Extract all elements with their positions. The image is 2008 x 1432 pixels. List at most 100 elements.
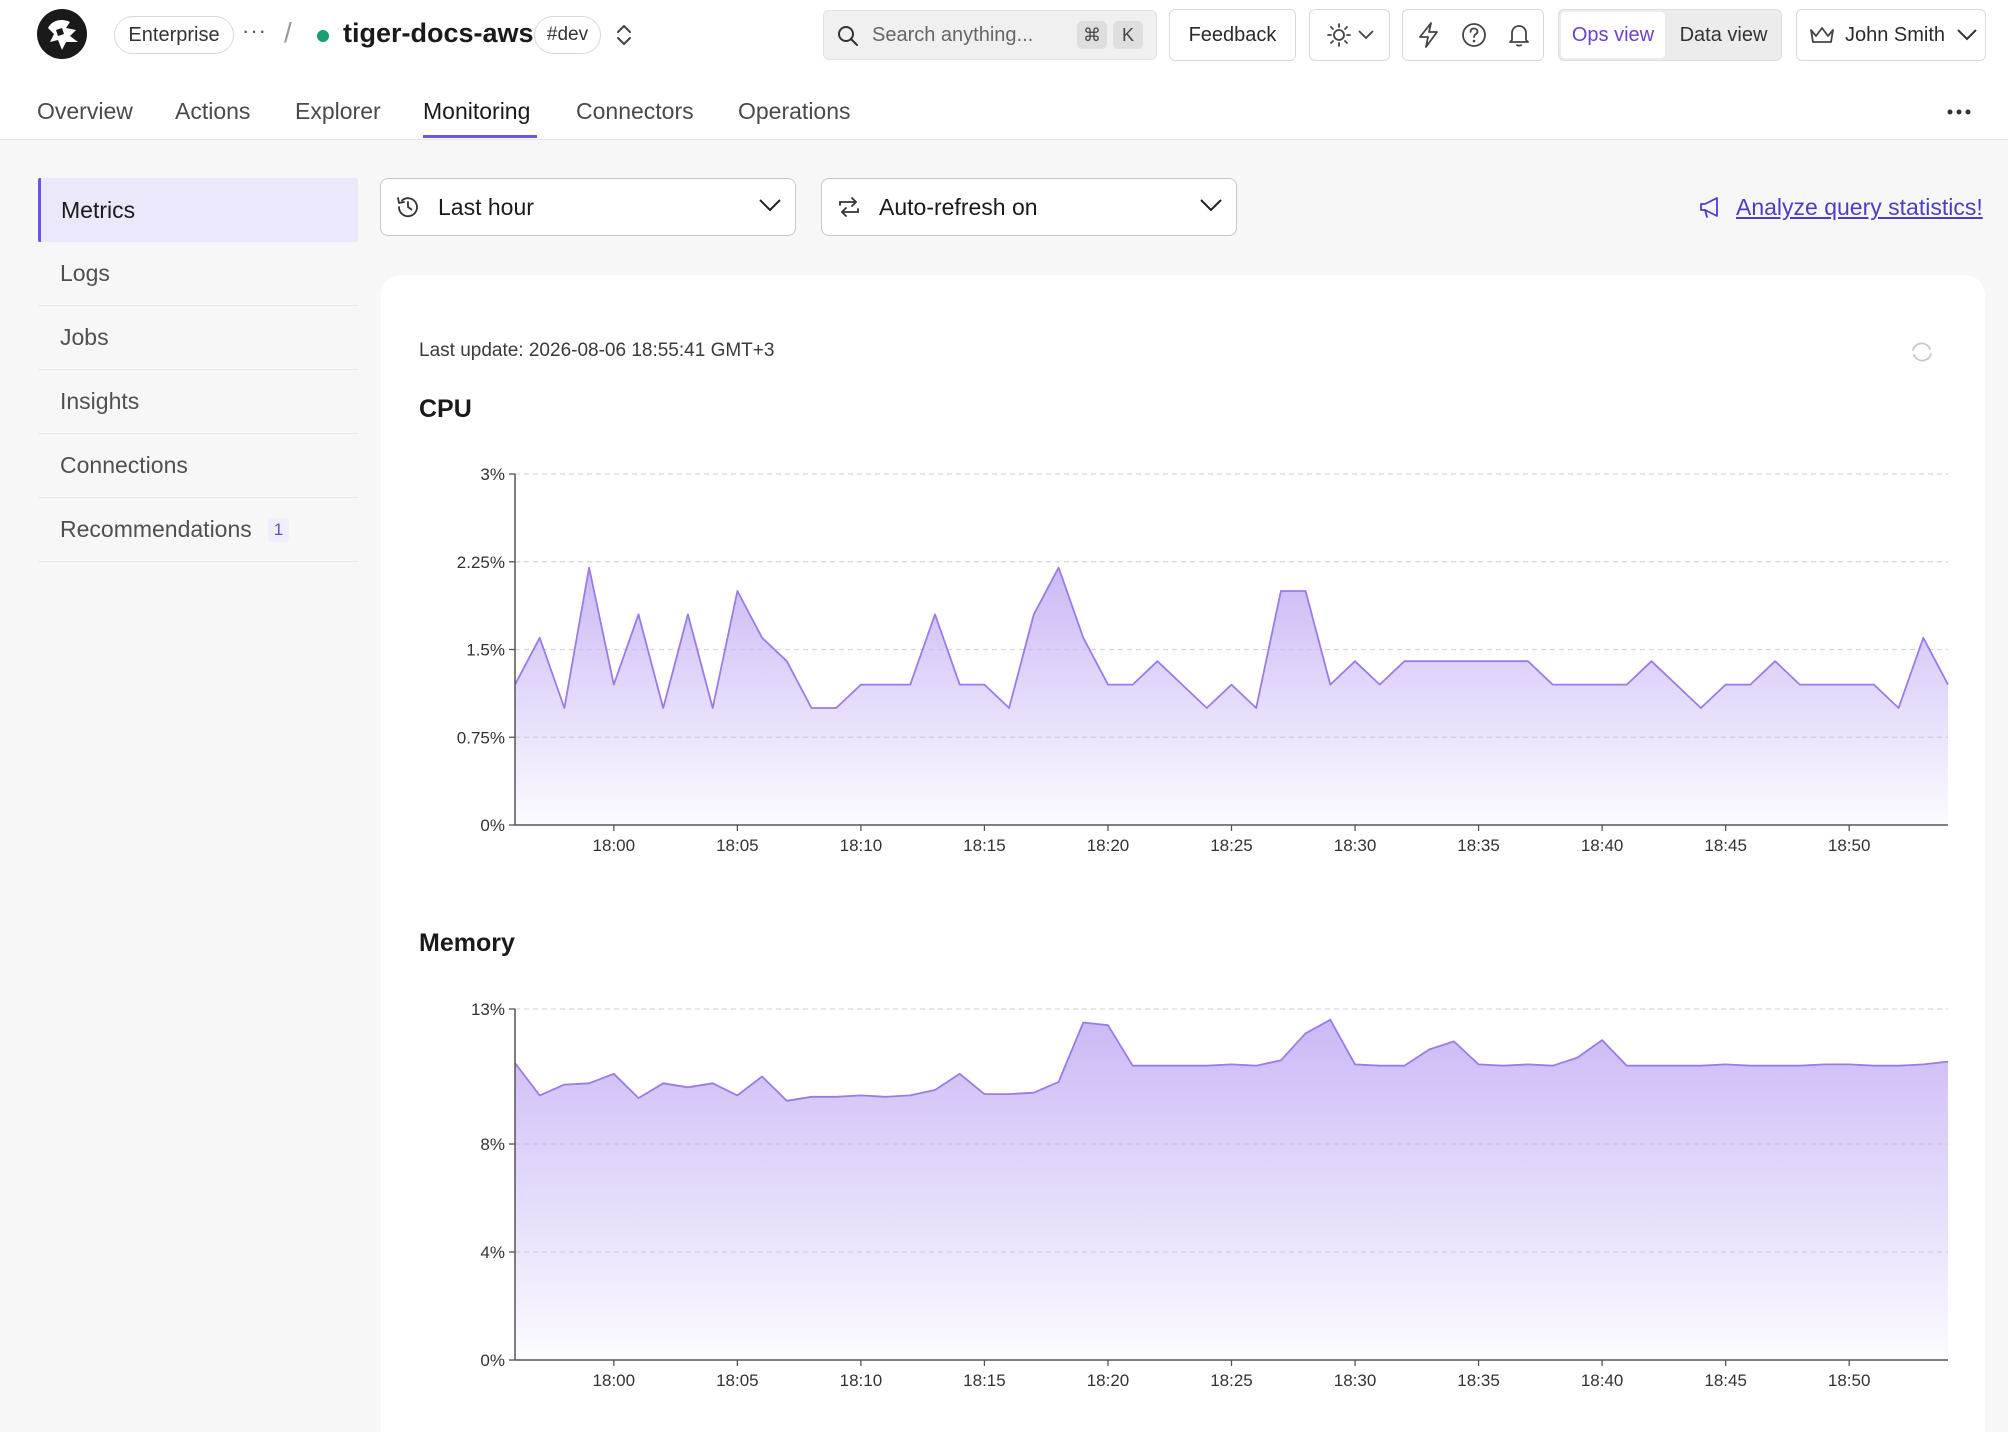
tab-explorer[interactable]: Explorer [295,98,381,124]
sidebar-item-connections[interactable]: Connections [38,434,358,498]
sidebar-item-label: Recommendations [60,516,252,542]
status-dot [317,30,329,42]
env-badge-label: #dev [546,24,589,45]
tabs-more-icon[interactable] [1946,100,1972,129]
quick-actions-group [1402,9,1544,61]
data-view-label: Data view [1679,23,1768,46]
feedback-label: Feedback [1188,23,1277,46]
auto-refresh-select[interactable]: Auto-refresh on [821,178,1237,236]
x-tick-label: 18:30 [1334,836,1377,855]
x-tick-label: 18:50 [1828,836,1871,855]
tab-connectors[interactable]: Connectors [576,98,694,124]
history-icon [394,193,422,221]
search-icon [836,24,860,48]
bell-icon[interactable] [1505,21,1533,49]
logo-icon[interactable] [36,8,88,60]
y-tick-label: 3% [480,465,505,484]
sidebar-item-label: Logs [60,260,110,286]
y-tick-label: 13% [471,1000,505,1019]
x-tick-label: 18:15 [963,836,1006,855]
service-switcher-icon[interactable] [612,20,636,50]
x-tick-label: 18:15 [963,1371,1006,1390]
chevron-down-icon [1357,30,1374,40]
more-menu-label: ··· [242,18,267,43]
sidebar-item-label: Insights [60,388,140,414]
x-tick-label: 18:10 [840,1371,883,1390]
y-tick-label: 4% [480,1243,505,1262]
cpu-chart-title: CPU [419,395,472,423]
sun-icon [1326,22,1352,48]
data-view-button[interactable]: Data view [1667,12,1780,58]
active-tab-indicator [423,135,537,138]
memory-chart-title: Memory [419,929,515,957]
more-menu-button[interactable]: ··· [242,18,267,44]
sidebar-item-label: Metrics [61,196,136,223]
y-tick-label: 0.75% [457,728,505,747]
x-tick-label: 18:05 [716,1371,759,1390]
x-tick-label: 18:40 [1581,836,1624,855]
x-tick-label: 18:45 [1704,1371,1747,1390]
sidebar-item-label: Jobs [60,324,109,350]
x-tick-label: 18:00 [593,836,636,855]
env-badge: #dev [534,16,601,54]
x-tick-label: 18:00 [593,1371,636,1390]
tab-actions[interactable]: Actions [175,98,251,124]
sidebar-item-jobs[interactable]: Jobs [38,306,358,370]
sidebar-item-recommendations[interactable]: Recommendations 1 [38,498,358,562]
x-tick-label: 18:20 [1087,836,1130,855]
y-tick-label: 0% [480,816,505,835]
x-tick-label: 18:35 [1457,836,1500,855]
memory-chart: 0% 4% 8% 13% 18:00 18:05 18:10 18:15 18:20 18:25 1… [471,1000,1949,1390]
refresh-icon [835,193,863,221]
x-tick-label: 18:20 [1087,1371,1130,1390]
series-area [515,567,1948,825]
tab-monitoring[interactable]: Monitoring [423,98,531,124]
megaphone-icon [1697,193,1725,221]
feedback-button[interactable]: Feedback [1169,9,1296,61]
chevron-down-icon [1200,199,1222,213]
series-area [515,1019,1948,1360]
service-name-label: tiger-docs-aws [343,18,534,48]
x-tick-label: 18:25 [1210,1371,1253,1390]
sidebar-item-logs[interactable]: Logs [38,242,358,306]
auto-refresh-value: Auto-refresh on [879,193,1038,220]
chevron-down-icon [1957,29,1977,41]
breadcrumb-separator: / [284,17,292,49]
theme-toggle-button[interactable] [1309,9,1390,61]
shortcut-cmd-key: ⌘ [1077,21,1107,49]
x-tick-label: 18:40 [1581,1371,1624,1390]
time-range-select[interactable]: Last hour [380,178,796,236]
sidebar-item-metrics[interactable]: Metrics [38,178,358,242]
help-icon[interactable] [1460,21,1488,49]
cpu-chart: 0% 0.75% 1.5% 2.25% 3% 18:00 18:05 18:10 18:15 18… [457,465,1949,855]
plan-badge: Enterprise [114,16,234,54]
user-menu-button[interactable]: John Smith [1796,9,1986,61]
x-tick-label: 18:25 [1210,836,1253,855]
ops-view-button[interactable]: Ops view [1561,12,1665,58]
y-tick-label: 1.5% [466,641,505,660]
refresh-icon[interactable] [1908,338,1936,366]
crown-icon [1809,24,1835,46]
analyze-query-statistics-link[interactable]: Analyze query statistics! [1736,194,1983,220]
lightning-icon[interactable] [1415,21,1443,49]
series-line [514,566,1949,709]
ops-view-label: Ops view [1571,23,1655,46]
x-tick-label: 18:45 [1704,836,1747,855]
shortcut-k-key: K [1113,21,1143,49]
tab-overview[interactable]: Overview [37,98,133,124]
x-tick-label: 18:05 [716,836,759,855]
sidebar-item-insights[interactable]: Insights [38,370,358,434]
sidebar-item-label: Connections [60,452,188,478]
x-tick-label: 18:10 [840,836,883,855]
y-tick-label: 8% [480,1135,505,1154]
service-name[interactable]: tiger-docs-aws [343,18,534,49]
tab-bar [0,70,2008,140]
search-box[interactable]: Search anything... ⌘ K [823,10,1157,60]
y-tick-label: 0% [480,1351,505,1370]
tab-operations[interactable]: Operations [738,98,851,124]
search-placeholder: Search anything... [872,24,1034,46]
chevron-down-icon [759,199,781,213]
x-tick-label: 18:50 [1828,1371,1871,1390]
recommendations-count-badge: 1 [267,517,290,542]
x-tick-label: 18:30 [1334,1371,1377,1390]
